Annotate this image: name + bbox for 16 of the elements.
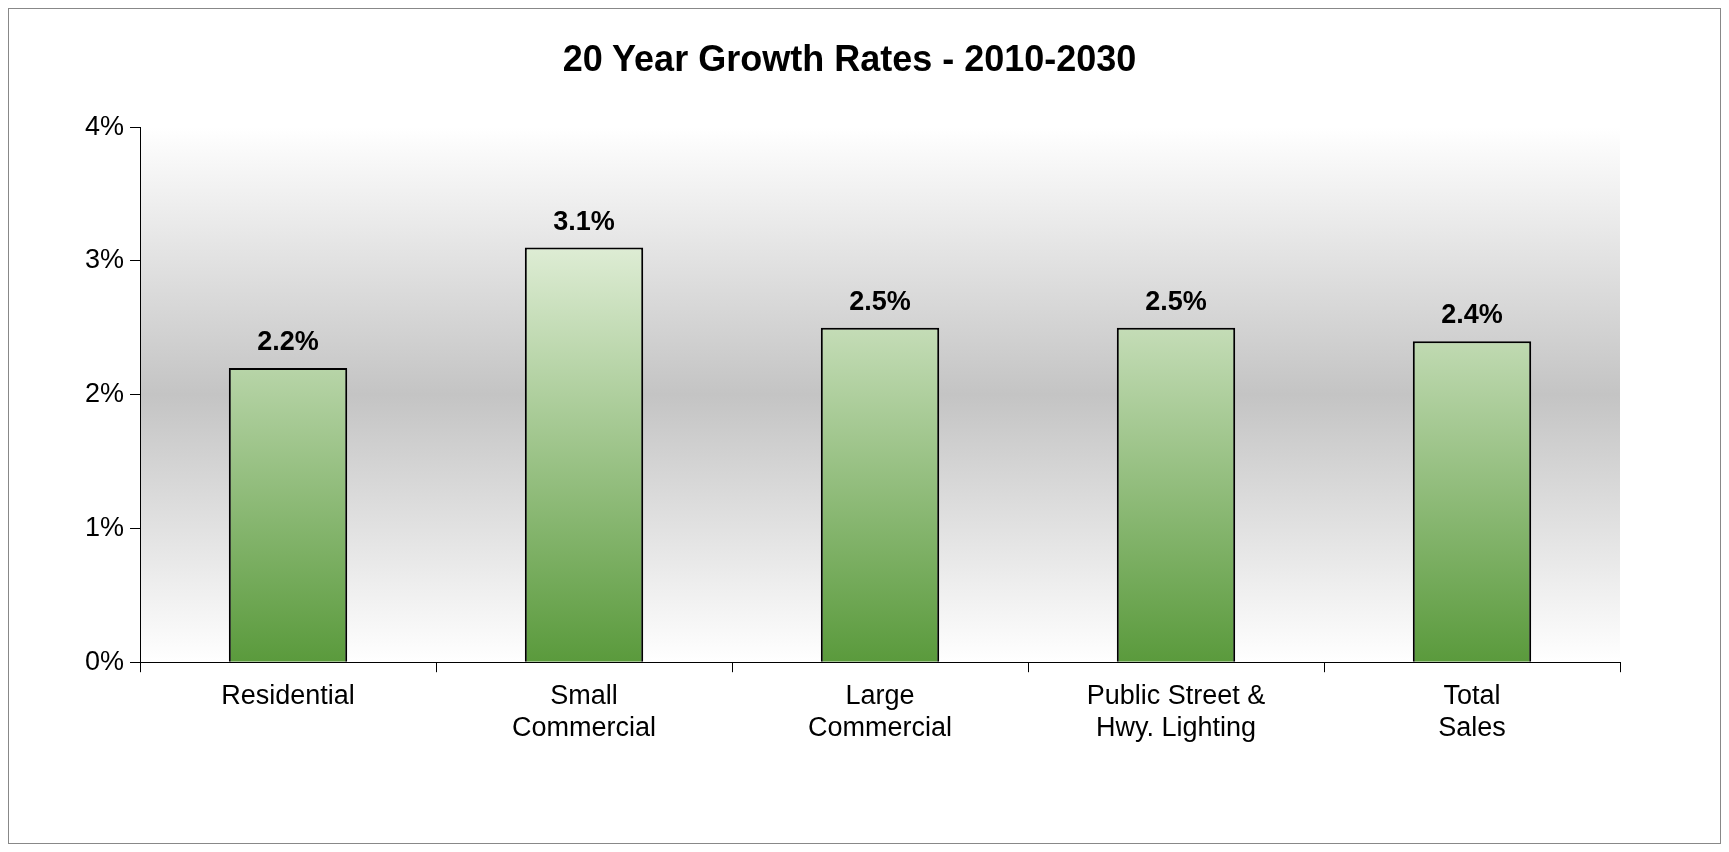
data-label: 3.1%: [553, 205, 615, 236]
data-label: 2.5%: [1145, 285, 1207, 316]
data-label: 2.5%: [849, 285, 911, 316]
data-label: 2.2%: [257, 325, 319, 356]
x-tick-label: Public Street & Hwy. Lighting: [1086, 679, 1266, 743]
x-tick-label: Total Sales: [1438, 679, 1506, 743]
x-tick-label: Residential: [221, 679, 355, 710]
data-label: 2.4%: [1441, 299, 1503, 330]
y-tick-label: 4%: [84, 110, 125, 141]
y-tick-label: 2%: [84, 378, 125, 409]
x-tick-label: Small Commercial: [512, 679, 657, 743]
x-tick-label: Large Commercial: [808, 679, 953, 743]
chart-title: 20 Year Growth Rates - 2010-2030: [562, 37, 1137, 79]
y-tick-label: 3%: [84, 244, 125, 275]
y-tick-label: 1%: [84, 511, 125, 542]
y-tick-label: 0%: [84, 645, 125, 676]
